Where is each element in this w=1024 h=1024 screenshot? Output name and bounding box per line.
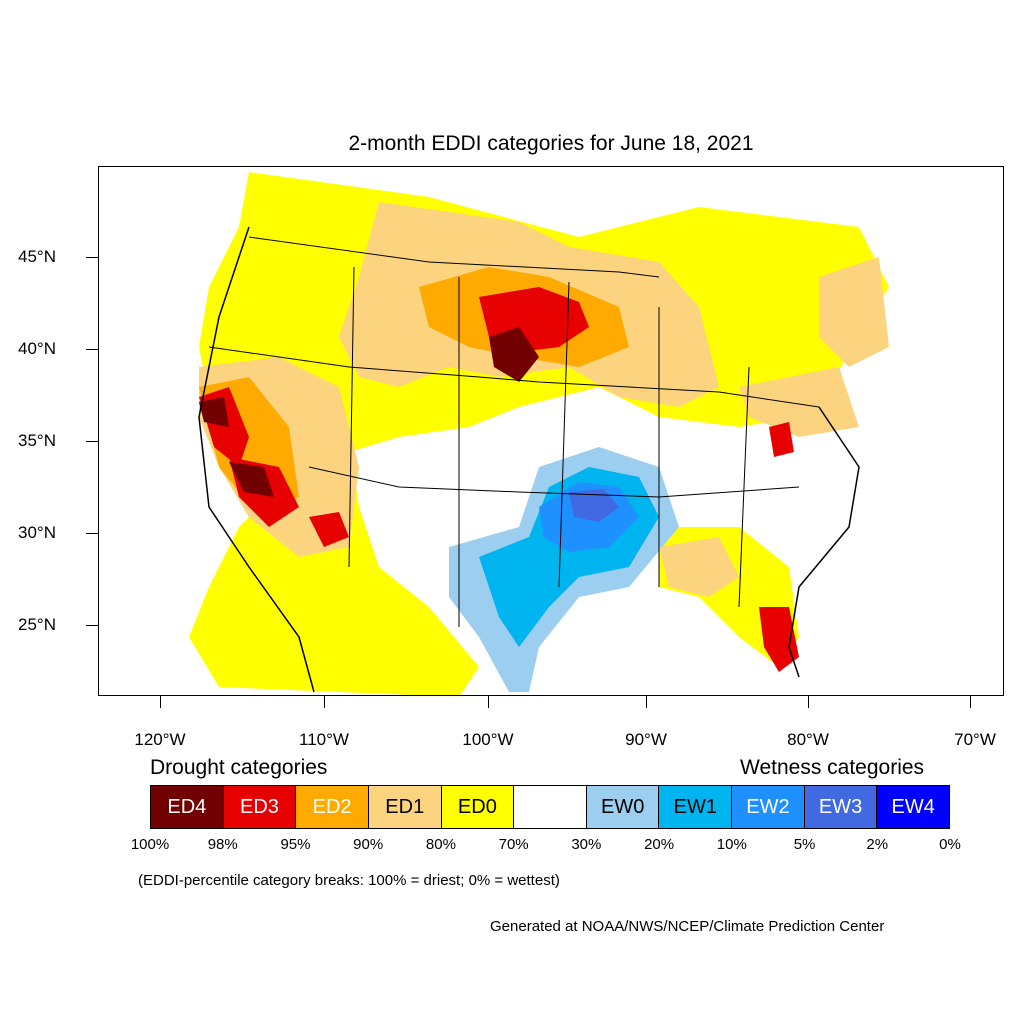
legend-swatch: ED4	[151, 786, 224, 828]
legend-swatch	[514, 786, 587, 828]
legend-break-label: 5%	[793, 836, 816, 853]
lat-label: 35°N	[18, 431, 56, 450]
legend-swatch: ED2	[296, 786, 369, 828]
legend-swatch: ED3	[223, 786, 297, 828]
lon-label: 70°W	[954, 730, 996, 749]
lat-label: 30°N	[18, 523, 56, 542]
legend-swatch: EW2	[732, 786, 805, 828]
lat-tick	[86, 349, 98, 350]
ed4-regions	[199, 327, 539, 497]
wetness-heading: Wetness categories	[740, 756, 925, 779]
legend-swatch: EW1	[659, 786, 733, 828]
ew3-regions	[569, 489, 619, 522]
boundaries	[198, 226, 860, 693]
lat-tick	[86, 625, 98, 626]
legend-break-label: 10%	[716, 836, 747, 853]
legend-break-label: 98%	[207, 836, 238, 853]
category-note: (EDDI-percentile category breaks: 100% =…	[138, 872, 560, 889]
lat-tick	[86, 441, 98, 442]
legend-break-label: 80%	[425, 836, 456, 853]
lon-label: 100°W	[462, 730, 514, 749]
lon-tick	[646, 696, 647, 708]
lon-label: 120°W	[134, 730, 186, 749]
legend-swatch: EW4	[877, 786, 950, 828]
legend-break-label: 30%	[571, 836, 602, 853]
lon-tick	[160, 696, 161, 708]
lat-label: 25°N	[18, 615, 56, 634]
lon-label: 110°W	[299, 730, 349, 749]
lon-label: 80°W	[787, 730, 829, 749]
legend-break-label: 90%	[353, 836, 384, 853]
legend-break-label: 100%	[130, 836, 170, 853]
legend-break-label: 2%	[866, 836, 889, 853]
lon-label: 90°W	[625, 730, 667, 749]
drought-heading: Drought categories	[150, 756, 328, 779]
map-panel	[98, 166, 1004, 696]
legend-break-label: 0%	[939, 836, 961, 853]
lat-label: 40°N	[18, 339, 56, 358]
lat-label: 45°N	[18, 247, 56, 266]
legend-break-label: 95%	[280, 836, 311, 853]
lat-tick	[86, 533, 98, 534]
map-title: 2-month EDDI categories for June 18, 202…	[348, 132, 754, 155]
lon-tick	[324, 696, 325, 708]
lat-tick	[86, 257, 98, 258]
legend-colorbar: ED4 ED3 ED2 ED1 ED0 EW0 EW1 EW2 EW3 EW4	[150, 785, 950, 829]
credit-line: Generated at NOAA/NWS/NCEP/Climate Predi…	[490, 918, 885, 935]
legend-break-label: 20%	[644, 836, 675, 853]
lon-tick	[970, 696, 971, 708]
legend-swatch: EW3	[804, 786, 878, 828]
eddi-map	[189, 172, 889, 695]
lon-tick	[488, 696, 489, 708]
lon-tick	[808, 696, 809, 708]
legend-swatch: EW0	[586, 786, 660, 828]
legend-break-label: 70%	[498, 836, 529, 853]
legend-swatch: ED1	[368, 786, 442, 828]
legend-swatch: ED0	[441, 786, 515, 828]
